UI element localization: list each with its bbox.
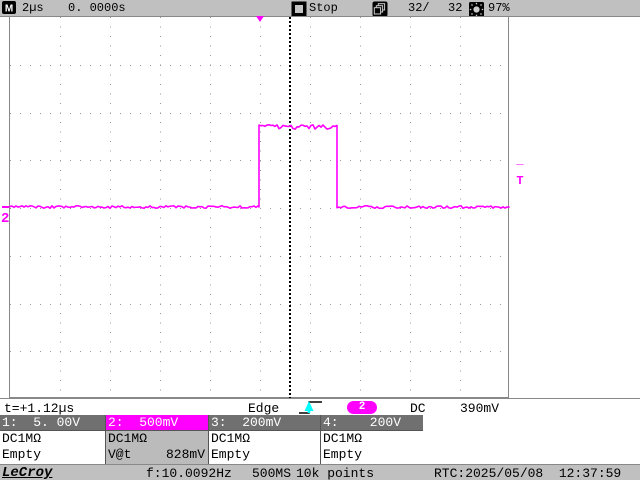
svg-text:M: M <box>5 4 13 15</box>
